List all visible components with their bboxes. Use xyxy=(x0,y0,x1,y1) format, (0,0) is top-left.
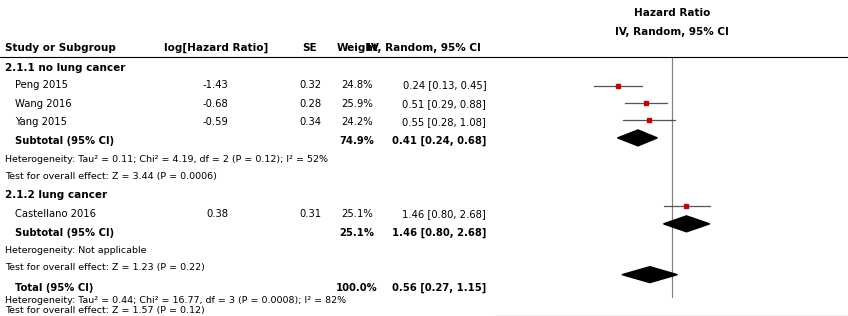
Text: 0.55 [0.28, 1.08]: 0.55 [0.28, 1.08] xyxy=(403,117,486,127)
Text: 25.9%: 25.9% xyxy=(341,99,373,109)
Text: 0.38: 0.38 xyxy=(206,209,228,219)
Text: 1.46 [0.80, 2.68]: 1.46 [0.80, 2.68] xyxy=(392,228,486,238)
Text: Test for overall effect: Z = 1.57 (P = 0.12): Test for overall effect: Z = 1.57 (P = 0… xyxy=(5,306,204,315)
Text: IV, Random, 95% CI: IV, Random, 95% CI xyxy=(367,43,481,53)
Text: 24.2%: 24.2% xyxy=(342,117,373,127)
Text: 0.24 [0.13, 0.45]: 0.24 [0.13, 0.45] xyxy=(403,80,486,90)
Text: Yang 2015: Yang 2015 xyxy=(15,117,67,127)
Text: 0.28: 0.28 xyxy=(299,99,321,109)
Text: Peng 2015: Peng 2015 xyxy=(15,80,68,90)
Text: Test for overall effect: Z = 1.23 (P = 0.22): Test for overall effect: Z = 1.23 (P = 0… xyxy=(5,263,205,271)
Text: Heterogeneity: Not applicable: Heterogeneity: Not applicable xyxy=(5,246,147,255)
Text: Study or Subgroup: Study or Subgroup xyxy=(5,43,116,53)
Text: 100.0%: 100.0% xyxy=(337,283,378,293)
Text: 0.32: 0.32 xyxy=(299,80,321,90)
Text: -0.59: -0.59 xyxy=(203,117,228,127)
Text: IV, Random, 95% CI: IV, Random, 95% CI xyxy=(615,27,729,37)
Text: -0.68: -0.68 xyxy=(203,99,228,109)
Text: 0.41 [0.24, 0.68]: 0.41 [0.24, 0.68] xyxy=(392,136,486,146)
Text: 0.34: 0.34 xyxy=(299,117,321,127)
Text: Test for overall effect: Z = 3.44 (P = 0.0006): Test for overall effect: Z = 3.44 (P = 0… xyxy=(5,172,217,181)
Text: 0.51 [0.29, 0.88]: 0.51 [0.29, 0.88] xyxy=(403,99,486,109)
Polygon shape xyxy=(622,267,678,283)
Text: Subtotal (95% CI): Subtotal (95% CI) xyxy=(15,136,114,146)
Text: Castellano 2016: Castellano 2016 xyxy=(15,209,96,219)
Polygon shape xyxy=(663,216,710,232)
Text: 25.1%: 25.1% xyxy=(341,209,373,219)
Text: 1.46 [0.80, 2.68]: 1.46 [0.80, 2.68] xyxy=(403,209,486,219)
Text: Subtotal (95% CI): Subtotal (95% CI) xyxy=(15,228,114,238)
Text: 0.31: 0.31 xyxy=(299,209,321,219)
Text: Hazard Ratio: Hazard Ratio xyxy=(633,8,711,18)
Text: Weight: Weight xyxy=(337,43,378,53)
Text: -1.43: -1.43 xyxy=(203,80,228,90)
Text: 74.9%: 74.9% xyxy=(340,136,375,146)
Text: 2.1.2 lung cancer: 2.1.2 lung cancer xyxy=(5,190,107,200)
Text: log[Hazard Ratio]: log[Hazard Ratio] xyxy=(164,43,268,53)
Text: Wang 2016: Wang 2016 xyxy=(15,99,71,109)
Text: 2.1.1 no lung cancer: 2.1.1 no lung cancer xyxy=(5,63,126,73)
Text: Total (95% CI): Total (95% CI) xyxy=(15,283,93,293)
Text: SE: SE xyxy=(303,43,317,53)
Text: 0.56 [0.27, 1.15]: 0.56 [0.27, 1.15] xyxy=(392,283,486,293)
Text: 24.8%: 24.8% xyxy=(342,80,373,90)
Text: Heterogeneity: Tau² = 0.11; Chi² = 4.19, df = 2 (P = 0.12); I² = 52%: Heterogeneity: Tau² = 0.11; Chi² = 4.19,… xyxy=(5,155,328,164)
Polygon shape xyxy=(617,130,657,146)
Text: Heterogeneity: Tau² = 0.44; Chi² = 16.77, df = 3 (P = 0.0008); I² = 82%: Heterogeneity: Tau² = 0.44; Chi² = 16.77… xyxy=(5,296,346,305)
Text: 25.1%: 25.1% xyxy=(340,228,375,238)
